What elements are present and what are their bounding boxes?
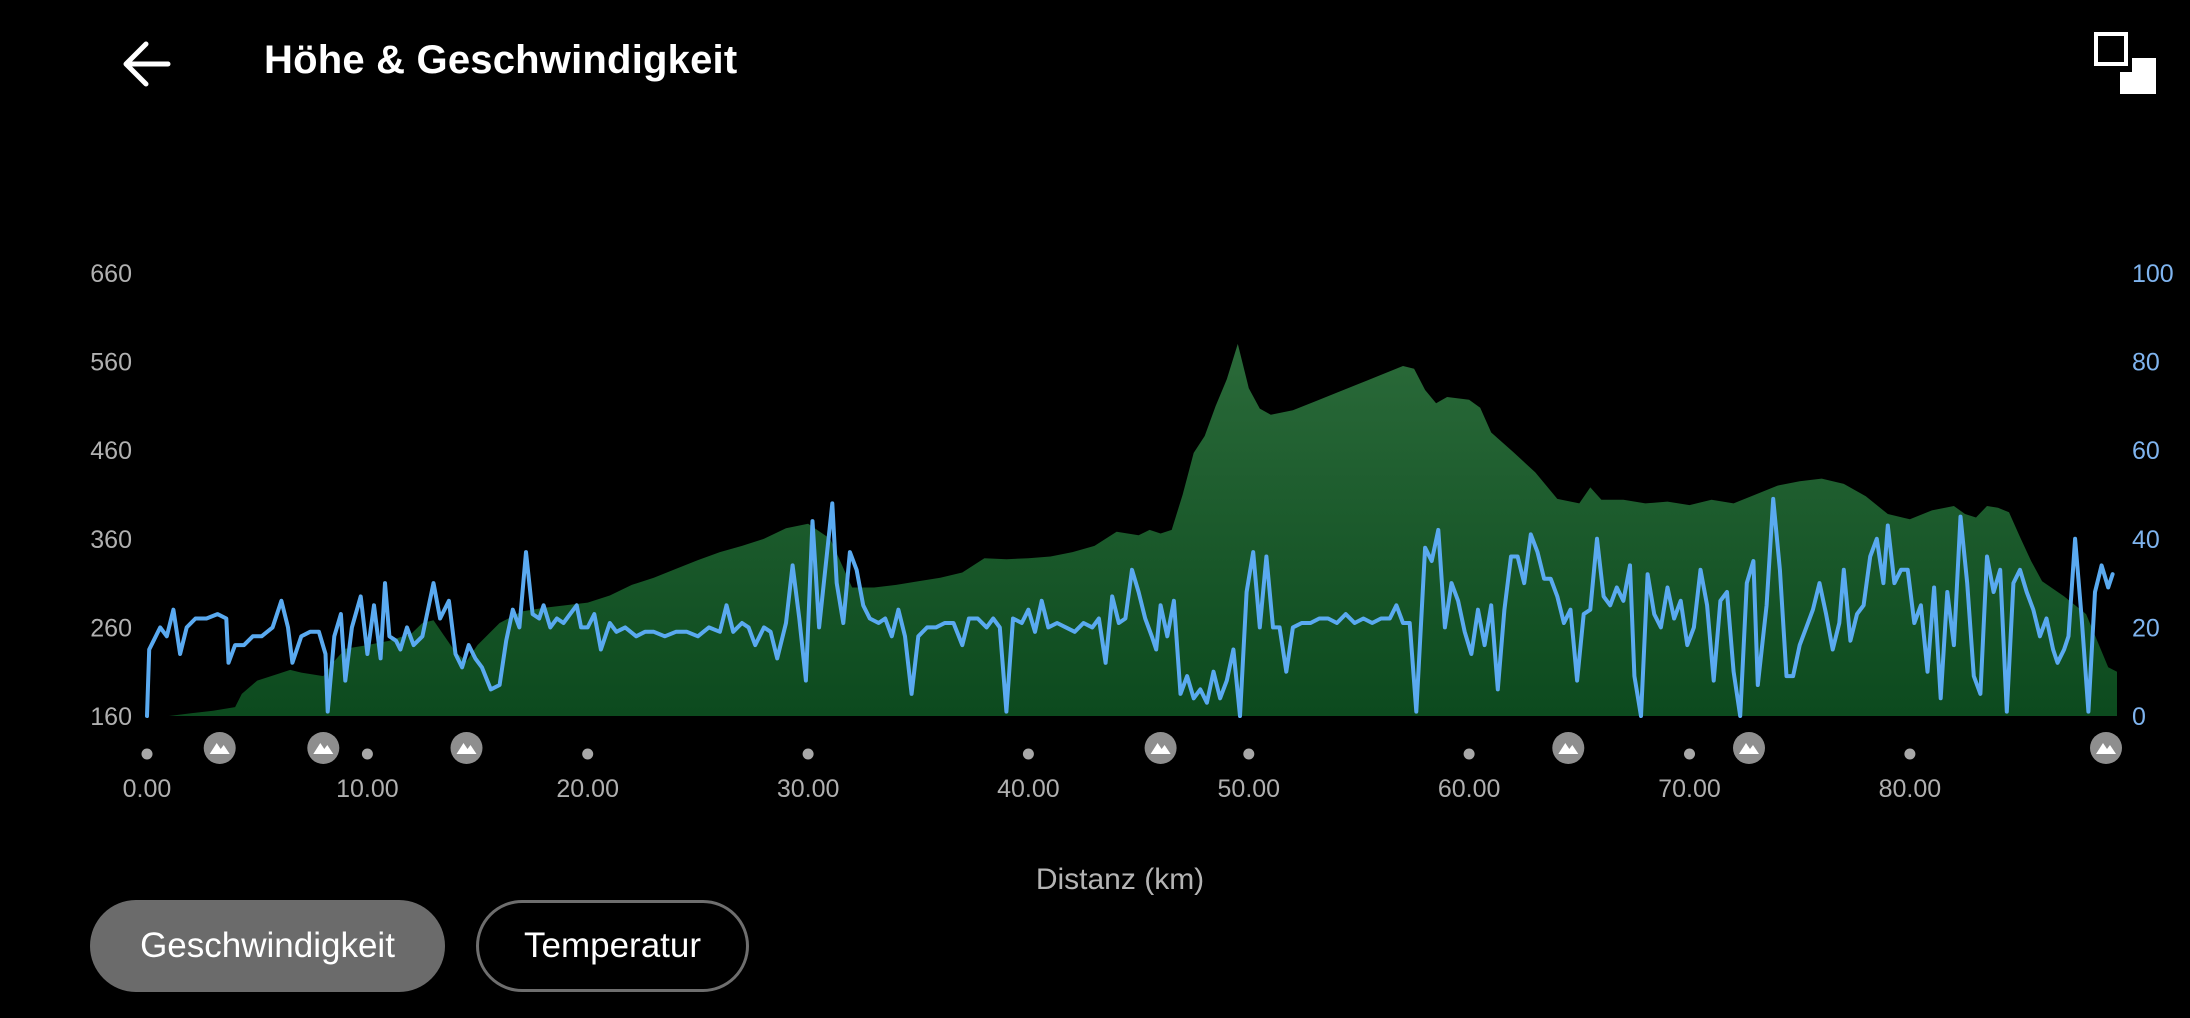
summit-marker[interactable]: [1552, 732, 1585, 764]
summit-marker[interactable]: [450, 732, 483, 764]
mountain-icon: [2096, 743, 2116, 754]
header-bar: Höhe & Geschwindigkeit: [0, 0, 2190, 130]
mountain-icon: [1739, 743, 1759, 754]
x-tick-dot: [802, 748, 814, 760]
x-tick-label: 10.00: [336, 775, 399, 803]
tab-geschwindigkeit[interactable]: Geschwindigkeit: [90, 900, 445, 992]
x-tick-dot: [361, 748, 373, 760]
x-tick-dot: [1463, 748, 1475, 760]
x-tick-label: 40.00: [997, 775, 1060, 803]
x-tick-dot: [1684, 748, 1695, 760]
y-left-tick-label: 160: [90, 703, 132, 731]
speed-line: [145, 496, 2115, 718]
summit-marker[interactable]: [307, 732, 340, 764]
y-right-tick-label: 40: [2132, 526, 2160, 554]
summit-marker[interactable]: [2090, 732, 2122, 764]
x-tick-dot: [141, 748, 153, 760]
x-tick-label: 0.00: [123, 775, 172, 803]
y-right-tick-label: 60: [2132, 437, 2160, 465]
back-button[interactable]: [112, 32, 184, 96]
x-tick-dot: [582, 748, 594, 760]
mountain-icon: [209, 743, 230, 754]
y-right-tick-label: 100: [2132, 260, 2174, 288]
elevation-area: [147, 343, 2117, 716]
x-tick-label: 20.00: [556, 775, 619, 803]
elevation-speed-chart: 160 260 360 460 560 660 0 20 40 60 80 100 0.00 10.0…: [90, 260, 2174, 896]
fullscreen-icon: [2094, 32, 2156, 94]
y-right-tick-label: 0: [2132, 703, 2146, 731]
x-tick-dot: [1904, 748, 1916, 760]
page-title: Höhe & Geschwindigkeit: [264, 38, 738, 82]
x-axis-title: Distanz (km): [1036, 863, 1204, 896]
x-tick-dot: [1243, 748, 1255, 760]
y-left-tick-label: 560: [90, 349, 132, 377]
y-left-tick-label: 460: [90, 437, 132, 465]
y-left-tick-label: 660: [90, 260, 132, 288]
summit-marker[interactable]: [1733, 732, 1765, 764]
x-tick-dot: [1022, 748, 1034, 760]
y-left-tick-label: 360: [90, 526, 132, 554]
x-tick-label: 50.00: [1218, 775, 1281, 803]
y-right-tick-label: 20: [2132, 614, 2160, 642]
summit-marker[interactable]: [1144, 732, 1177, 764]
mountain-icon: [1150, 743, 1171, 754]
x-tick-label: 80.00: [1879, 775, 1942, 803]
x-tick-label: 60.00: [1438, 775, 1501, 803]
y-right-tick-label: 80: [2132, 349, 2160, 377]
y-left-tick-label: 260: [90, 614, 132, 642]
x-tick-label: 70.00: [1658, 775, 1721, 803]
fullscreen-button[interactable]: [2086, 28, 2158, 100]
summit-marker[interactable]: [203, 732, 236, 764]
mountain-icon: [313, 743, 334, 754]
x-tick-label: 30.00: [777, 775, 840, 803]
mountain-icon: [456, 743, 477, 754]
tab-temperatur[interactable]: Temperatur: [476, 900, 749, 992]
mountain-icon: [1558, 743, 1579, 754]
arrow-left-icon: [123, 41, 171, 87]
